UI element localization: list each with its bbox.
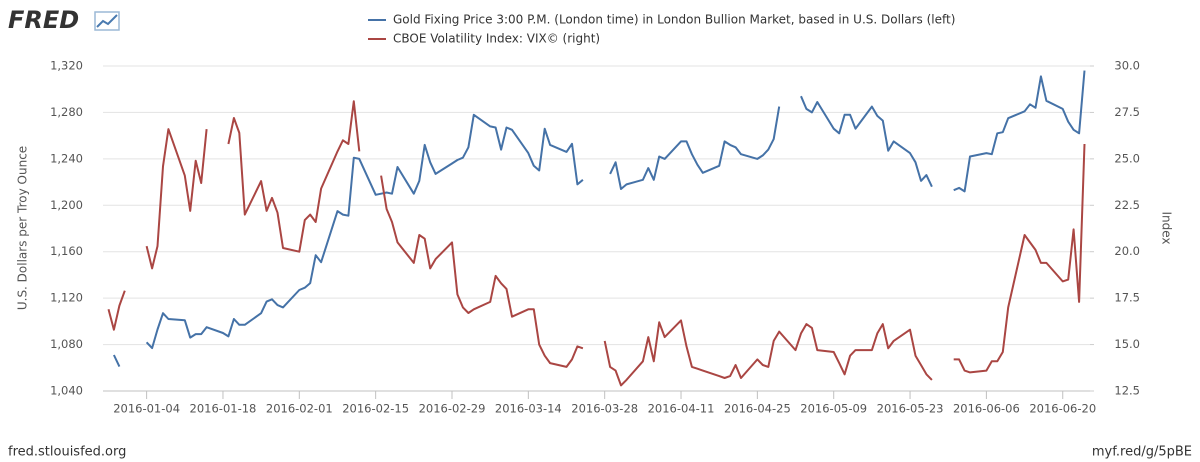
series-line [112,70,1086,368]
y-tick-label: 1,120 [50,291,83,305]
y-tick-label: 1,280 [50,105,83,119]
source: fred.stlouisfed.org [8,445,126,460]
short-link: myf.red/g/5pBE [1092,445,1192,460]
x-tick-label: 2016-02-29 [419,402,486,416]
y2-tick-label: 25.0 [1114,151,1140,165]
y2-tick-label: 15.0 [1114,337,1140,351]
series-line [107,100,1086,387]
x-tick-label: 2016-05-23 [877,402,944,416]
y-axis-label: U.S. Dollars per Troy Ounce [16,146,30,310]
x-tick-label: 2016-06-20 [1029,402,1096,416]
x-tick-label: 2016-06-06 [953,402,1020,416]
y2-axis-label: Index [1160,211,1174,244]
y2-tick-label: 20.0 [1114,244,1140,258]
y-tick-label: 1,040 [50,384,83,398]
y2-tick-label: 17.5 [1114,291,1140,305]
logo-icon [94,11,120,31]
y-tick-label: 1,200 [50,198,83,212]
y-tick-label: 1,160 [50,244,83,258]
logo: FRED [8,6,79,34]
x-tick-label: 2016-02-15 [342,402,409,416]
y2-tick-label: 27.5 [1114,105,1140,119]
x-tick-label: 2016-01-04 [113,402,180,416]
legend-label: Gold Fixing Price 3:00 P.M. (London time… [393,13,955,27]
y2-tick-label: 22.5 [1114,198,1140,212]
y-tick-label: 1,080 [50,337,83,351]
x-tick-label: 2016-05-09 [800,402,867,416]
x-tick-label: 2016-03-14 [495,402,562,416]
y-tick-label: 1,320 [50,59,83,73]
y2-tick-label: 12.5 [1114,384,1140,398]
x-tick-label: 2016-04-25 [724,402,791,416]
x-tick-label: 2016-02-01 [266,402,333,416]
x-tick-label: 2016-01-18 [190,402,257,416]
x-tick-label: 2016-04-11 [648,402,715,416]
x-tick-label: 2016-03-28 [571,402,638,416]
y2-tick-label: 30.0 [1114,59,1140,73]
y-tick-label: 1,240 [50,151,83,165]
legend-label: CBOE Volatility Index: VIX© (right) [393,32,600,46]
